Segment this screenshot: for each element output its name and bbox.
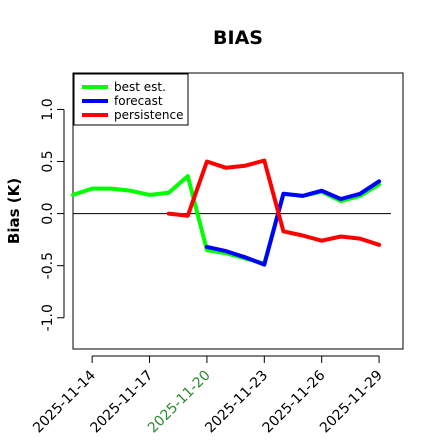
series-line-persistence [166,158,382,247]
y-tick-label: 1.0 [40,98,56,120]
y-tick-label: -0.5 [40,252,56,279]
chart-title: BIAS [213,27,263,49]
legend-label: forecast [114,94,163,108]
legend-label: best est. [114,80,166,94]
y-axis-label: Bias (K) [5,178,23,244]
y-tick-label: 0.0 [40,202,56,224]
plot-frame [72,72,404,350]
y-tick-label: -1.0 [40,304,56,331]
plot-area: -1.0-0.50.00.51.02025-11-142025-11-17202… [30,72,404,436]
legend-label: persistence [114,108,183,122]
y-tick-label: 0.5 [40,150,56,172]
series-line-forecast [204,179,382,267]
